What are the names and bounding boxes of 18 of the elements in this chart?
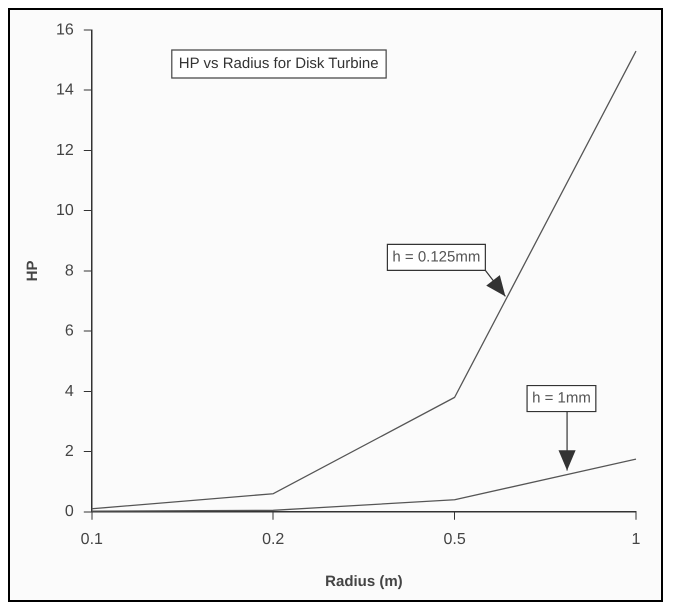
- y-tick-label: 14: [56, 82, 74, 99]
- text: h = 0.125mm: [392, 248, 480, 266]
- y-tick-label: 0: [64, 503, 74, 520]
- text: HP vs Radius for Disk Turbine: [178, 55, 379, 72]
- y-tick-label: 16: [56, 21, 74, 38]
- x-tick-label: 0.5: [443, 530, 466, 548]
- y-axis-title: HP: [24, 260, 42, 282]
- x-axis-title: Radius (m): [325, 573, 403, 590]
- y-tick-label: 6: [64, 322, 74, 340]
- x-tick-label: 0.1: [80, 530, 104, 548]
- x-tick-label: 1: [632, 530, 641, 548]
- text: h = 1mm: [532, 390, 591, 407]
- y-tick-label: 10: [56, 202, 74, 220]
- x-tick-label: 0.2: [262, 530, 284, 548]
- y-tick-label: 12: [56, 142, 74, 159]
- y-tick-label: 4: [64, 382, 74, 400]
- y-tick-label: 8: [64, 262, 74, 280]
- y-tick-label: 2: [64, 442, 74, 460]
